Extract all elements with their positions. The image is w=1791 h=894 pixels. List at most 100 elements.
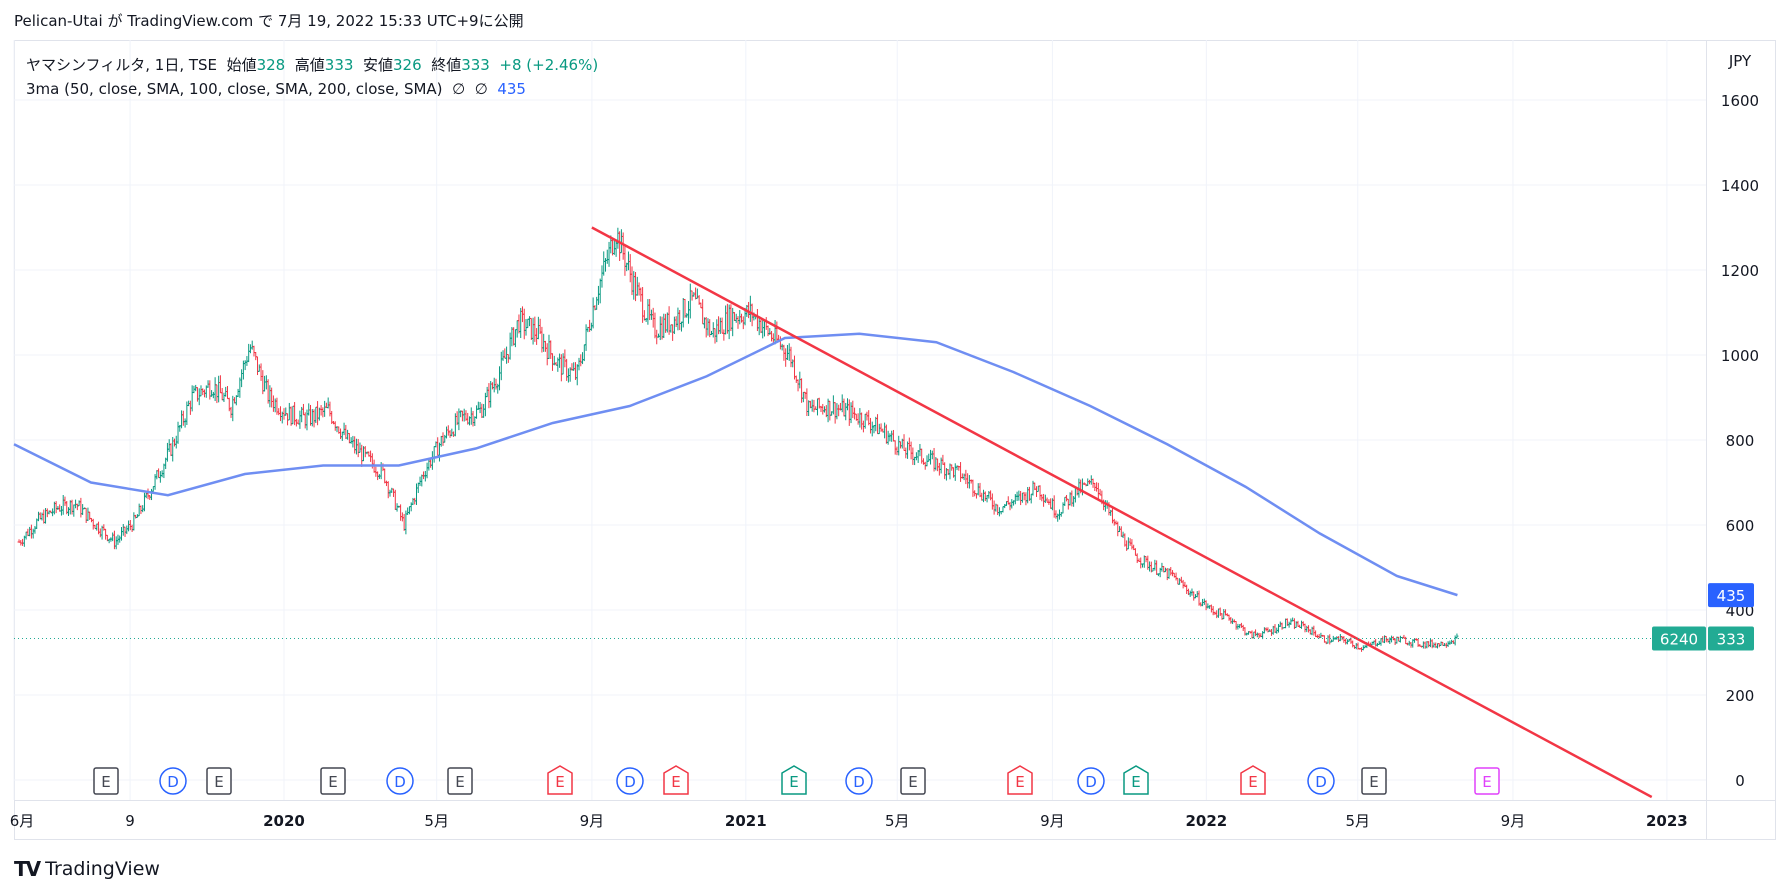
earnings-icon[interactable]: E — [547, 765, 573, 795]
footer-brand[interactable]: TV TradingView — [14, 857, 160, 881]
ohlc-bar — [270, 387, 274, 408]
ohlc-bar — [118, 535, 122, 543]
dividend-icon[interactable]: D — [1307, 767, 1335, 795]
ohlc-bar — [886, 430, 890, 445]
ohlc-bar — [1398, 635, 1402, 643]
dividend-icon[interactable]: D — [159, 767, 187, 795]
ohlc-bar — [1430, 639, 1434, 649]
ohlc-bar — [1390, 635, 1394, 643]
ohlc-bar — [250, 340, 254, 350]
ohlc-bar — [339, 428, 343, 440]
ohlc-bar — [506, 353, 510, 363]
ohlc-bar — [68, 500, 72, 515]
earnings-icon[interactable]: E — [900, 767, 926, 795]
ohlc-bar — [406, 507, 410, 515]
event-label: E — [789, 773, 798, 791]
dividend-icon[interactable]: D — [1077, 767, 1105, 795]
ohlc-bar — [167, 439, 171, 452]
ohlc-bar — [1296, 620, 1300, 627]
ohlc-bar — [837, 404, 841, 417]
ohlc-bar — [393, 489, 397, 510]
ohlc-bar — [766, 325, 770, 337]
ohlc-bar — [842, 398, 846, 417]
ohlc-bar — [1344, 638, 1348, 645]
event-label: D — [167, 773, 179, 791]
event-label: D — [624, 773, 636, 791]
ohlc-bar — [589, 322, 593, 331]
ohlc-bar — [683, 298, 687, 318]
ohlc-bar — [1022, 492, 1026, 501]
publish-site[interactable]: TradingView.com — [127, 12, 254, 30]
ohlc-bar — [130, 524, 134, 533]
ohlc-bar — [768, 328, 772, 335]
ohlc-bar — [616, 227, 620, 249]
ohlc-bar — [1029, 493, 1033, 504]
earnings-icon[interactable]: E — [663, 765, 689, 795]
ohlc-bar — [840, 394, 844, 413]
ohlc-bar — [79, 497, 83, 518]
earnings-icon[interactable]: E — [1240, 765, 1266, 795]
ohlc-bar — [844, 402, 848, 421]
ohlc-bar — [286, 413, 290, 426]
ohlc-bar — [1453, 635, 1457, 646]
ohlc-bar — [1421, 641, 1425, 649]
time-tick-label: 9月 — [1040, 812, 1065, 830]
time-tick-label: 5月 — [424, 812, 449, 830]
ohlc-bar — [533, 316, 537, 342]
ohlc-bar — [971, 479, 975, 497]
earnings-icon[interactable]: E — [320, 767, 346, 795]
ohlc-bar — [328, 401, 332, 417]
publisher-name[interactable]: Pelican-Utai — [14, 12, 103, 30]
earnings-icon[interactable]: E — [1007, 765, 1033, 795]
ohlc-bar — [821, 403, 825, 415]
ohlc-bar — [807, 400, 811, 417]
publish-particle-ga: が — [107, 12, 123, 30]
ohlc-bar — [323, 400, 327, 417]
ohlc-bar — [519, 307, 523, 339]
event-label: D — [853, 773, 865, 791]
ohlc-bar — [441, 432, 445, 446]
earnings-icon[interactable]: E — [1361, 767, 1387, 795]
ohlc-bar — [1001, 506, 1005, 513]
ohlc-bar — [111, 532, 115, 542]
symbol-name[interactable]: ヤマシンフィルタ, 1日, TSE — [26, 56, 218, 74]
volume-badge — [1652, 626, 1706, 651]
ohlc-bar — [489, 381, 493, 408]
price-tick-label: 1600 — [1721, 92, 1759, 110]
ohlc-bar — [293, 402, 297, 426]
ohlc-bar — [671, 324, 675, 341]
ohlc-bar — [793, 355, 797, 380]
ohlc-bar — [1254, 629, 1258, 637]
ohlc-bar — [619, 229, 623, 254]
earnings-icon[interactable]: E — [1474, 767, 1500, 795]
earnings-icon[interactable]: E — [447, 767, 473, 795]
ohlc-bar — [694, 287, 698, 300]
ohlc-bar — [445, 426, 449, 439]
ohlc-bar — [229, 406, 233, 418]
ohlc-bar — [215, 384, 219, 404]
indicator-name[interactable]: 3ma (50, close, SMA, 100, close, SMA, 20… — [26, 80, 443, 98]
ohlc-bar — [771, 333, 775, 343]
earnings-icon[interactable]: E — [1123, 765, 1149, 795]
ohlc-bar — [948, 463, 952, 480]
dividend-icon[interactable]: D — [845, 767, 873, 795]
ohlc-bar — [1342, 636, 1346, 643]
earnings-icon[interactable]: E — [781, 765, 807, 795]
price-tick-label: 1400 — [1721, 177, 1759, 195]
ohlc-bar — [1423, 641, 1427, 649]
ohlc-bar — [1142, 555, 1146, 568]
event-label: E — [555, 773, 564, 791]
ohlc-bar — [151, 486, 155, 492]
dividend-icon[interactable]: D — [386, 767, 414, 795]
ohlc-bar — [969, 479, 973, 484]
ohlc-bar — [165, 442, 169, 462]
dividend-icon[interactable]: D — [616, 767, 644, 795]
open-value: 328 — [256, 56, 286, 74]
earnings-icon[interactable]: E — [206, 767, 232, 795]
ohlc-bar — [1215, 610, 1219, 619]
earnings-icon[interactable]: E — [93, 767, 119, 795]
ohlc-bar — [784, 348, 788, 367]
ohlc-bar — [1393, 638, 1397, 646]
ohlc-bar — [1096, 482, 1100, 499]
